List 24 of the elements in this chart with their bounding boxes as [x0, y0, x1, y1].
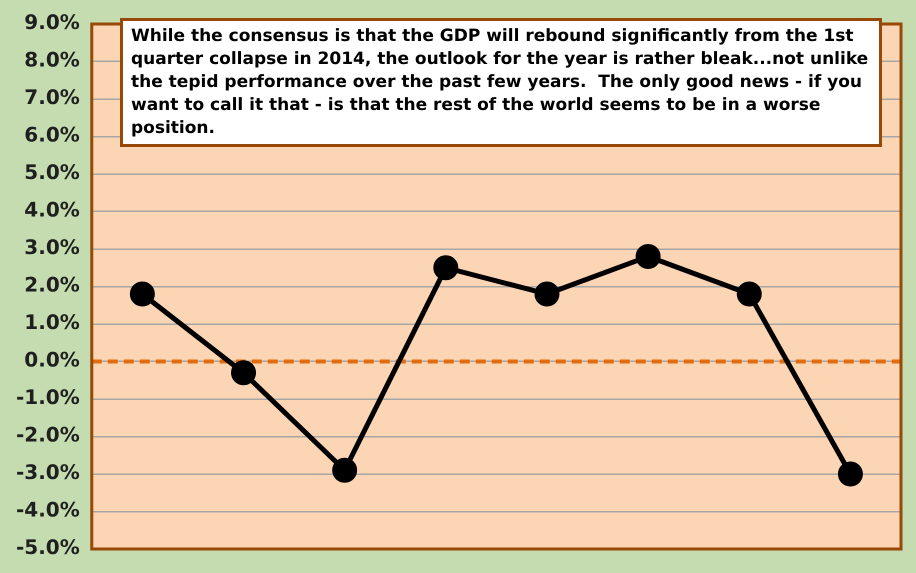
y-tick-label: 4.0%: [24, 198, 80, 222]
y-tick-label: -1.0%: [16, 385, 80, 410]
point: [332, 458, 358, 483]
point: [736, 282, 762, 306]
y-tick-label: -5.0%: [16, 535, 80, 560]
y-tick-label: -3.0%: [16, 460, 80, 484]
point: [130, 282, 155, 306]
y-tick-label: 9.0%: [24, 10, 80, 34]
y-tick-label: 1.0%: [24, 310, 80, 334]
y-tick-label: 3.0%: [24, 235, 80, 260]
y-tick-label: 2.0%: [24, 272, 80, 297]
point: [636, 244, 661, 269]
y-tick-label: 0.0%: [24, 348, 80, 372]
annotation: While the consensus is that the GDP will rebound significantly from the 1st quarter collapse in 2014, the outlook for the year is rather bleak...not unlike the tepid performance over the past few years. The only good news - if you want to call it that - is that the rest of the world seems to be in a worse position.: [120, 18, 882, 147]
y-tick-label: 6.0%: [24, 122, 80, 147]
y-tick-label: 8.0%: [24, 48, 80, 72]
point: [534, 282, 560, 306]
point: [838, 462, 863, 486]
y-tick-label: -4.0%: [16, 498, 80, 522]
y-tick-label: 5.0%: [24, 160, 80, 184]
y-tick-label: -2.0%: [16, 422, 80, 447]
point: [433, 255, 458, 280]
point: [231, 360, 256, 386]
y-tick-label: 7.0%: [24, 85, 80, 110]
